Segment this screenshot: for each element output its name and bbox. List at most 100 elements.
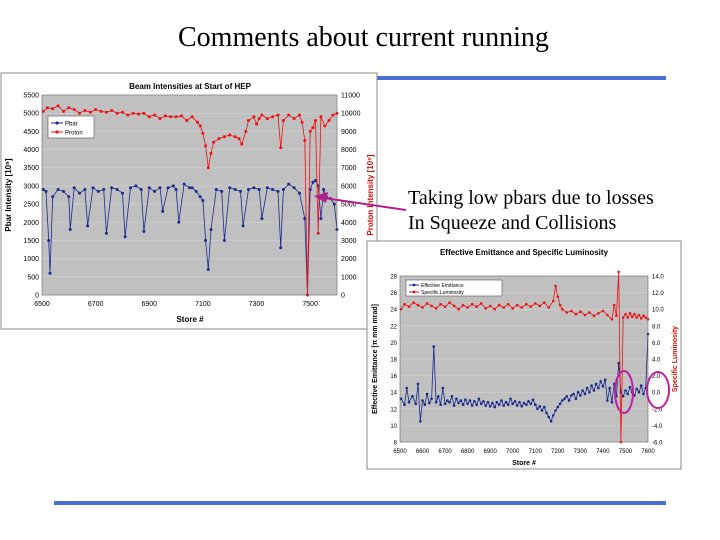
data-point: [72, 108, 76, 111]
data-point: [599, 380, 602, 383]
data-point: [239, 189, 242, 193]
data-point: [414, 402, 418, 406]
data-point: [574, 397, 578, 401]
data-point: [139, 188, 143, 191]
x-axis-label: Store #: [176, 315, 204, 324]
data-point: [466, 402, 469, 406]
arrow-head: [314, 192, 328, 203]
data-point: [509, 397, 512, 401]
data-point: [190, 186, 194, 190]
data-point: [579, 310, 582, 313]
chart-title: Beam Intensities at Start of HEP: [129, 82, 251, 91]
x-tick-label: 7000: [506, 449, 520, 455]
data-point: [570, 309, 573, 313]
data-point: [51, 107, 55, 111]
data-point: [48, 271, 52, 275]
y-tick-label: 500: [27, 274, 39, 281]
y-tick-label: 28: [390, 275, 397, 281]
data-point: [561, 307, 564, 311]
data-point: [166, 186, 170, 190]
legend-marker-emittance: [412, 283, 416, 287]
data-point: [473, 400, 476, 403]
data-point: [233, 188, 237, 191]
data-point: [134, 184, 138, 188]
data-point: [123, 235, 127, 239]
data-point: [241, 224, 245, 228]
y2-tick-label: 4000: [341, 220, 357, 227]
data-point: [260, 217, 264, 221]
y2-tick-label: 10.0: [652, 308, 664, 314]
legend-marker-proton: [55, 130, 59, 134]
data-point: [558, 402, 562, 406]
y2-tick-label: 4.0: [652, 358, 661, 364]
data-point: [434, 400, 438, 404]
data-point: [311, 126, 315, 130]
data-point: [41, 109, 45, 113]
y-axis-label: Pbar Intensity [10⁹]: [4, 158, 13, 231]
data-point: [630, 315, 634, 318]
data-point: [47, 239, 51, 242]
data-point: [177, 220, 181, 224]
data-point: [416, 382, 420, 386]
callout-note: Taking low pbars due to losses In Squeez…: [408, 186, 654, 236]
data-point: [531, 398, 535, 401]
data-point: [477, 397, 481, 401]
data-point: [572, 392, 575, 396]
data-point: [443, 402, 447, 406]
data-point: [131, 111, 135, 115]
data-point: [493, 405, 496, 409]
data-point: [198, 195, 202, 199]
footer-rule: [54, 501, 666, 505]
data-point: [588, 311, 591, 314]
y-tick-label: 1000: [23, 256, 39, 263]
data-point: [644, 316, 647, 319]
callout-arrow: [314, 192, 407, 211]
slide-title: Comments about current running: [178, 22, 549, 53]
y-tick-label: 2000: [23, 220, 39, 227]
data-point: [104, 110, 108, 114]
data-point: [484, 404, 487, 407]
data-point: [635, 387, 638, 391]
data-point: [606, 313, 609, 317]
data-point: [439, 302, 442, 306]
data-point: [222, 239, 226, 242]
data-point: [597, 312, 600, 315]
data-point: [502, 306, 505, 309]
data-point: [198, 124, 202, 128]
y2-tick-label: 8.0: [652, 324, 661, 330]
data-point: [615, 314, 618, 318]
data-point: [44, 189, 48, 193]
data-point: [121, 191, 124, 195]
data-point: [592, 314, 596, 318]
data-point: [621, 395, 625, 398]
data-point: [319, 115, 323, 119]
chart-legend: Effective Emittance Specific Luminosity: [405, 279, 503, 297]
data-point: [185, 119, 189, 122]
y2-tick-label: 14.0: [652, 275, 664, 281]
data-point: [459, 399, 463, 402]
data-point: [525, 403, 528, 406]
data-point: [558, 303, 562, 307]
data-point: [504, 400, 508, 404]
data-point: [137, 112, 140, 116]
data-point: [450, 395, 454, 398]
data-point: [115, 111, 119, 115]
data-point: [642, 314, 645, 318]
data-point: [520, 306, 523, 309]
data-point: [292, 186, 296, 190]
legend-marker-luminosity: [412, 290, 416, 294]
data-point: [486, 400, 490, 404]
data-point: [94, 108, 98, 111]
data-point: [247, 188, 250, 191]
data-point: [161, 209, 165, 213]
data-point: [180, 114, 183, 118]
data-point: [56, 188, 60, 191]
data-point: [430, 397, 433, 401]
data-point: [188, 186, 191, 190]
y-tick-label: 5000: [23, 111, 39, 118]
legend-marker-pbar: [55, 121, 59, 125]
y-tick-label: 3000: [23, 183, 39, 190]
data-point: [540, 409, 544, 412]
data-point: [115, 188, 119, 191]
y2-axis-label: Proton Intensity [10⁹]: [366, 154, 375, 235]
